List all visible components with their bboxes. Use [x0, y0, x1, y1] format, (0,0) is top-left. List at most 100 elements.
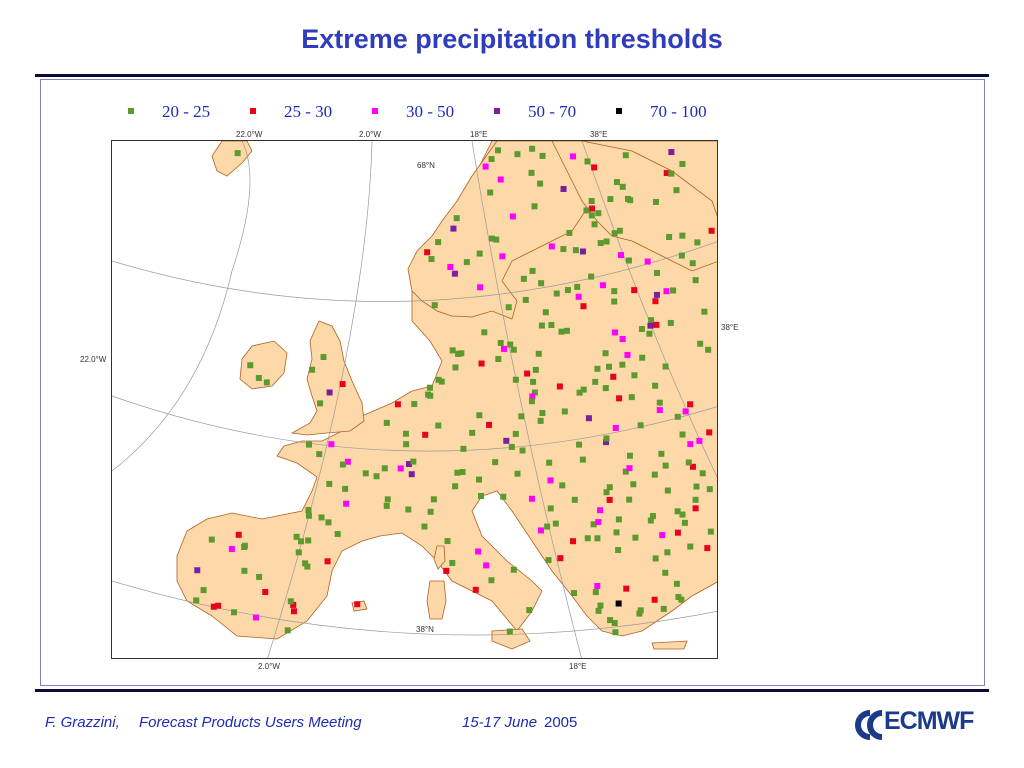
station-marker: [435, 376, 442, 383]
station-marker: [447, 263, 454, 270]
station-marker: [520, 275, 527, 282]
station-marker: [450, 225, 457, 232]
lat-label: 38°N: [416, 625, 434, 634]
station-marker: [231, 609, 238, 616]
lon-label-bottom: 2.0°W: [258, 662, 280, 671]
station-marker: [435, 422, 442, 429]
station-marker: [545, 557, 552, 564]
station-marker: [512, 376, 519, 383]
station-marker: [646, 330, 653, 337]
station-marker: [326, 480, 333, 487]
station-marker: [571, 590, 578, 597]
station-marker: [584, 535, 591, 542]
legend-label: 70 - 100: [650, 102, 707, 121]
station-marker: [697, 340, 704, 347]
station-marker: [692, 496, 699, 503]
station-marker: [405, 506, 412, 513]
station-marker: [656, 399, 663, 406]
legend-swatch: [128, 108, 134, 114]
legend-label: 25 - 30: [284, 102, 333, 121]
station-marker: [519, 447, 526, 454]
station-marker: [668, 170, 675, 177]
station-marker: [564, 287, 571, 294]
station-marker: [591, 221, 598, 228]
station-marker: [663, 170, 670, 177]
station-marker: [495, 355, 502, 362]
station-marker: [664, 549, 671, 556]
station-marker: [594, 535, 601, 542]
station-marker: [403, 441, 410, 448]
station-marker: [674, 529, 681, 536]
station-marker: [421, 523, 428, 530]
land-ireland: [239, 340, 288, 390]
station-marker: [679, 431, 686, 438]
station-marker: [628, 394, 635, 401]
station-marker: [566, 229, 573, 236]
station-marker: [611, 298, 618, 305]
station-marker: [580, 303, 587, 310]
station-marker: [428, 256, 435, 263]
station-marker: [422, 431, 429, 438]
station-marker: [607, 617, 614, 624]
station-marker: [538, 280, 545, 287]
station-marker: [674, 413, 681, 420]
station-marker: [615, 600, 622, 607]
station-marker: [687, 543, 694, 550]
station-marker: [647, 517, 654, 524]
land-great-britain: [290, 320, 365, 436]
station-marker: [539, 410, 546, 417]
station-marker: [507, 341, 514, 348]
station-marker: [571, 496, 578, 503]
station-marker: [384, 496, 391, 503]
station-marker: [449, 559, 456, 566]
station-marker: [678, 252, 685, 259]
station-marker: [512, 430, 519, 437]
station-marker: [430, 496, 437, 503]
lon-label-bottom: 18°E: [569, 662, 587, 671]
station-marker: [556, 383, 563, 390]
station-marker: [510, 346, 517, 353]
land-iceland: [211, 141, 253, 177]
station-marker: [509, 213, 516, 220]
station-marker: [529, 145, 536, 152]
station-marker: [685, 459, 692, 466]
station-marker: [701, 308, 708, 315]
station-marker: [449, 347, 456, 354]
station-marker: [664, 487, 671, 494]
station-marker: [595, 519, 602, 526]
station-marker: [693, 483, 700, 490]
map-svg: [112, 141, 717, 658]
station-marker: [411, 400, 418, 407]
station-marker: [653, 291, 660, 298]
station-marker: [606, 496, 613, 503]
station-marker: [597, 507, 604, 514]
graticule-line: [267, 141, 373, 658]
station-marker: [637, 422, 644, 429]
station-marker: [630, 481, 637, 488]
station-marker: [530, 378, 537, 385]
station-marker: [660, 605, 667, 612]
station-marker: [538, 322, 545, 329]
station-marker: [295, 549, 302, 556]
station-marker: [611, 230, 618, 237]
station-marker: [612, 424, 619, 431]
ecmwf-logo-text: ECMWF: [884, 707, 974, 735]
station-marker: [402, 430, 409, 437]
station-marker: [696, 437, 703, 444]
station-marker: [653, 269, 660, 276]
station-marker: [452, 483, 459, 490]
station-marker: [707, 528, 714, 535]
graticule-line: [112, 395, 717, 452]
station-marker: [548, 243, 555, 250]
station-marker: [651, 471, 658, 478]
station-marker: [528, 495, 535, 502]
station-marker: [588, 205, 595, 212]
station-marker: [679, 160, 686, 167]
station-marker: [481, 329, 488, 336]
station-marker: [452, 364, 459, 371]
station-marker: [558, 328, 565, 335]
station-marker: [585, 415, 592, 422]
legend: 20 - 25 25 - 30 30 - 50 50 - 70 70 - 100: [0, 102, 1024, 124]
top-divider: [35, 74, 989, 77]
graticule-line: [112, 241, 717, 302]
